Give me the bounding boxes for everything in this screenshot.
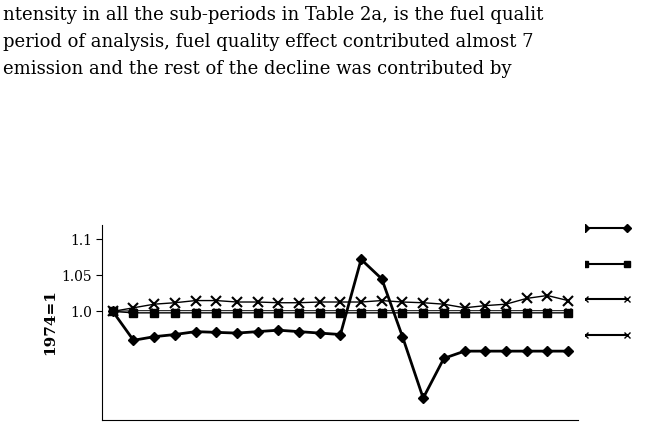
Text: ntensity in all the sub-periods in Table 2a, is the fuel qualit: ntensity in all the sub-periods in Table… <box>3 6 544 24</box>
Y-axis label: 1974=1: 1974=1 <box>43 289 58 355</box>
Text: emission and the rest of the decline was contributed by: emission and the rest of the decline was… <box>3 61 512 78</box>
Text: period of analysis, fuel quality effect contributed almost 7: period of analysis, fuel quality effect … <box>3 33 534 51</box>
